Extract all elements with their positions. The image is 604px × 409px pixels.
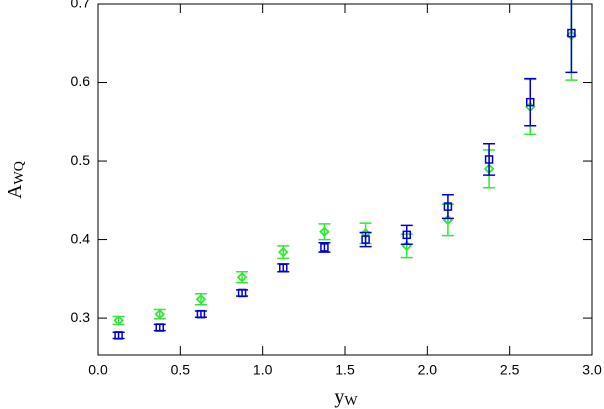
x-label-sub: W: [344, 394, 358, 409]
y-tick-label: 0.7: [71, 0, 91, 11]
square-marker: [567, 28, 576, 38]
plot-frame: [97, 3, 593, 356]
error-bar: [400, 224, 413, 246]
diamond-marker: [195, 293, 207, 305]
x-tick-label: 0.5: [171, 362, 191, 378]
y-tick-label: 0.6: [71, 73, 91, 89]
diamond-marker: [154, 308, 166, 320]
y-tick-label: 0.5: [71, 152, 91, 168]
x-tick-label: 0.0: [88, 362, 108, 378]
square-marker: [196, 309, 206, 319]
error-bar: [565, 0, 578, 74]
x-tick-label: 1.0: [253, 362, 273, 378]
square-marker: [361, 235, 370, 244]
square-marker: [237, 288, 247, 298]
x-tick-label: 2.5: [500, 362, 520, 378]
y-tick-label: 0.3: [71, 309, 91, 325]
x-label-main: y: [334, 386, 344, 408]
x-tick-label: 2.0: [418, 362, 438, 378]
error-bar: [359, 231, 372, 248]
x-axis-label: yW: [334, 386, 358, 409]
square-marker: [484, 155, 494, 164]
diamond-marker: [236, 271, 248, 283]
diamond-marker: [277, 246, 289, 258]
y-axis-label: AWQ: [4, 161, 28, 199]
x-tick-label: 1.5: [335, 362, 355, 378]
square-marker: [279, 263, 288, 273]
square-marker: [320, 243, 329, 252]
square-marker: [114, 331, 123, 340]
error-bar: [441, 194, 454, 220]
y-label-sub: WQ: [12, 161, 27, 184]
error-bar: [524, 77, 537, 127]
error-bar: [483, 143, 496, 176]
square-marker: [402, 230, 411, 240]
y-tick-label: 0.4: [71, 230, 91, 246]
y-label-main: A: [4, 184, 26, 199]
diamond-marker: [113, 315, 124, 326]
square-marker: [443, 202, 453, 211]
diamond-marker: [319, 226, 330, 237]
square-marker: [155, 323, 164, 332]
x-tick-label: 3.0: [582, 362, 602, 378]
square-marker: [526, 97, 535, 107]
